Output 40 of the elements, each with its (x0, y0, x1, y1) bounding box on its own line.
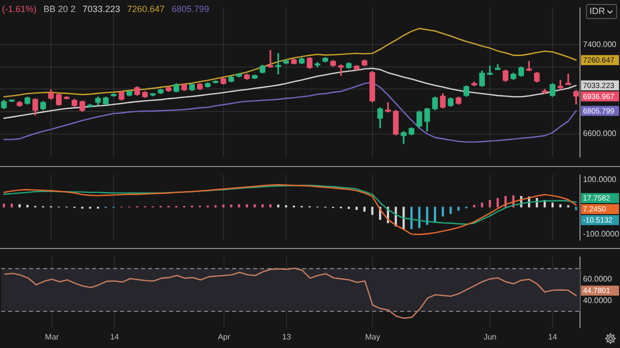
candlestick (385, 102, 391, 112)
bar (450, 206, 452, 214)
bar (10, 204, 13, 208)
annotation: BB 20 2 (44, 4, 76, 14)
bar (418, 206, 420, 228)
x-tick-label: Mar (45, 332, 60, 342)
y-tick-label: -100.0000 (583, 230, 620, 239)
x-tick-label: 14 (110, 332, 120, 342)
bar (442, 206, 444, 217)
bar (434, 206, 436, 222)
candlestick (526, 60, 532, 72)
x-tick-label: Apr (218, 332, 231, 342)
y-tick-label: 7400.000 (583, 40, 617, 49)
bar (575, 206, 578, 210)
x-tick-label: Jun (484, 332, 496, 342)
annotation: (-1.61%) (2, 4, 37, 14)
bar (551, 202, 554, 208)
text: IDR (590, 5, 605, 18)
annotation: 7033.223 (82, 4, 120, 14)
candlestick (338, 64, 344, 76)
bar (254, 204, 256, 208)
x-tick-label: 13 (282, 332, 292, 342)
bar (473, 204, 476, 208)
y-tick-label: 60.0000 (583, 274, 612, 284)
bar (480, 202, 484, 208)
bar (26, 204, 29, 208)
y-tick-label: 40.0000 (583, 296, 612, 305)
bar (277, 204, 280, 208)
bar (230, 204, 232, 208)
bar (222, 204, 224, 208)
y-tick-label: 100.0000 (583, 174, 617, 184)
y-tick-label: 6600.000 (583, 128, 617, 138)
annotation: 6805.799 (172, 4, 210, 14)
bar (371, 206, 374, 215)
bar (2, 204, 5, 208)
bar (496, 198, 499, 208)
annotation: 7260.647 (127, 4, 165, 14)
bar (488, 200, 491, 208)
x-tick-label: 14 (548, 332, 558, 342)
x-tick-label: May (365, 332, 380, 342)
